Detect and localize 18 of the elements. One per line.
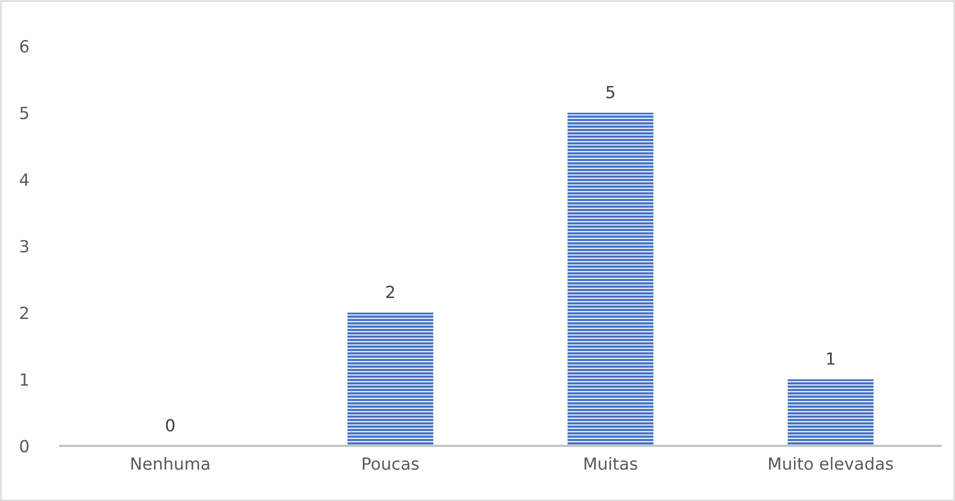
data-label: 0 <box>166 418 174 432</box>
data-label: 1 <box>827 352 834 365</box>
x-tick-label: Muitas <box>584 457 638 470</box>
y-tick-label: 6 <box>20 40 29 53</box>
y-tick-label: 0 <box>20 440 29 452</box>
bar <box>347 312 434 446</box>
y-tick-label: 3 <box>20 240 28 253</box>
data-label: 2 <box>386 286 394 298</box>
y-tick-label: 5 <box>20 106 28 120</box>
y-tick-label: 4 <box>20 174 29 186</box>
bar <box>568 112 654 446</box>
y-tick-label: 1 <box>20 373 28 386</box>
bar <box>788 379 874 446</box>
x-tick-label: Muito elevadas <box>769 457 893 470</box>
x-tick-label: Nenhuma <box>131 457 210 470</box>
x-tick-label: Poucas <box>362 458 419 470</box>
y-tick-label: 2 <box>20 306 28 319</box>
data-label: 5 <box>606 86 614 98</box>
